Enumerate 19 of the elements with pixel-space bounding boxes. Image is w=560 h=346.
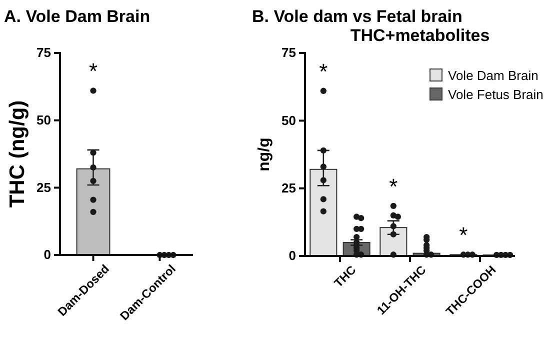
y-tick-label: 50 <box>282 112 296 128</box>
legend-label: Vole Fetus Brain <box>448 87 544 102</box>
y-axis-title: THC (ng/g) <box>6 100 29 208</box>
annotation: * <box>88 58 98 84</box>
y-tick-label: 25 <box>36 180 51 195</box>
legend-label: Vole Dam Brain <box>448 68 538 83</box>
x-tick-label: THC <box>331 262 359 290</box>
y-tick-label: 25 <box>282 180 296 196</box>
annotation: * <box>319 58 328 84</box>
y-axis-title: ng/g <box>256 138 273 172</box>
chart-title: B. Vole dam vs Fetal brain THC+metabolites <box>252 7 490 45</box>
y-tick-label: 0 <box>288 248 296 264</box>
y-tick-label: 75 <box>36 45 51 60</box>
y-tick-label: 75 <box>282 45 296 60</box>
y-tick-label: 50 <box>36 112 51 128</box>
annotation: * <box>389 174 398 199</box>
y-tick-label: 0 <box>44 247 51 262</box>
annotation: * <box>459 222 468 248</box>
chart-title: A. Vole Dam Brain <box>4 7 150 26</box>
